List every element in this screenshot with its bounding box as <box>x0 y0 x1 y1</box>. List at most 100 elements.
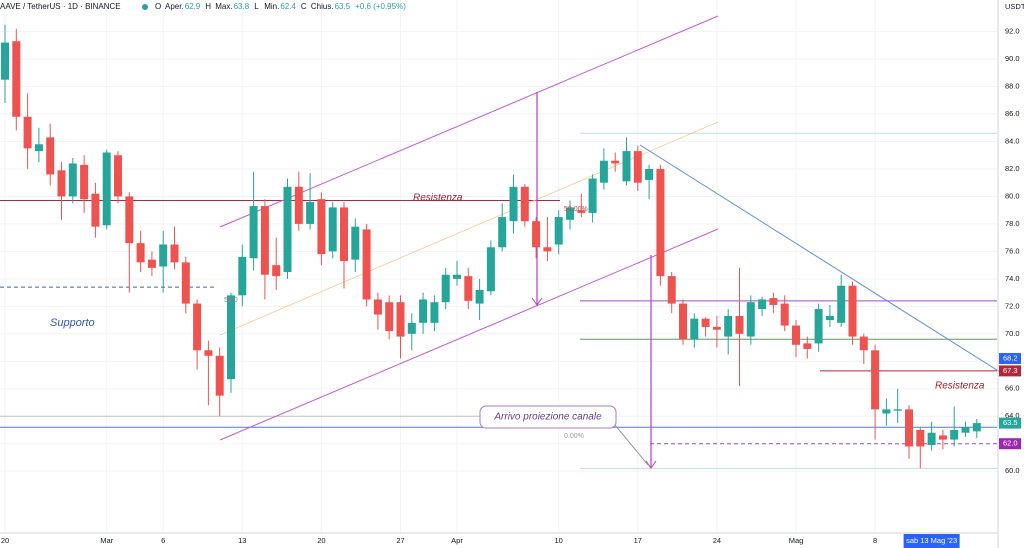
candle-body <box>746 302 755 337</box>
candle-body <box>294 186 303 224</box>
candle-body <box>656 168 665 277</box>
x-tick-label: 13 <box>238 536 246 545</box>
currency: USDT <box>1005 2 1024 11</box>
candle-body <box>204 350 213 356</box>
candle-body <box>599 160 608 183</box>
candle-body <box>340 207 348 262</box>
price-label-box <box>999 353 1021 365</box>
candle-body <box>373 299 382 315</box>
legend-key: L <box>254 2 259 11</box>
legend-label: Chius. <box>311 2 334 11</box>
candle-body <box>68 163 77 197</box>
candle-body <box>23 116 32 149</box>
x-tick-label: 27 <box>396 536 404 545</box>
candle-body <box>848 285 857 337</box>
candle-body <box>554 217 563 245</box>
legend-value: 62.9 <box>185 2 201 11</box>
candle-body <box>12 41 21 117</box>
candle-body <box>91 193 100 227</box>
candle-body <box>80 164 89 200</box>
annotation: Supporto <box>50 317 95 329</box>
y-tick-label: 70.0 <box>1005 329 1020 338</box>
candle-body <box>566 207 574 220</box>
candle-body <box>712 326 721 330</box>
candle-body <box>396 302 405 337</box>
candle-body <box>577 210 586 213</box>
channel-bottom <box>219 228 719 441</box>
candle-body <box>735 315 744 334</box>
y-tick-label: 86.0 <box>1005 109 1020 118</box>
candle-body <box>57 170 66 197</box>
arrow-head <box>531 297 543 306</box>
y-tick-label: 82.0 <box>1005 164 1020 173</box>
candle-body <box>972 423 981 432</box>
candle-body <box>938 435 947 440</box>
candle-body <box>328 207 337 252</box>
candle-body <box>814 309 823 344</box>
candle-body <box>825 315 834 321</box>
candle-body <box>272 265 281 277</box>
candle-body <box>622 151 631 182</box>
candle-body <box>803 343 812 349</box>
candle-body <box>701 318 710 327</box>
y-tick-label: 64.0 <box>1005 411 1020 420</box>
candle-body <box>690 318 699 340</box>
candle-body <box>916 429 925 447</box>
y-tick-label: 88.0 <box>1005 82 1020 91</box>
x-tick-label: Mag <box>789 536 804 545</box>
price-label-box <box>999 417 1021 429</box>
x-tick-label: 6 <box>161 536 165 545</box>
candle-body <box>475 289 484 304</box>
candle-body <box>724 315 733 337</box>
candle-body <box>871 350 880 410</box>
y-tick-label: 92.0 <box>1005 27 1020 36</box>
callout-pointer <box>614 424 649 466</box>
candle-body <box>882 409 891 414</box>
candle-body <box>588 178 597 213</box>
x-tick-label: 20 <box>317 536 325 545</box>
candle-body <box>769 298 778 305</box>
candle-body <box>961 427 970 433</box>
candle-body <box>837 285 846 323</box>
candle-body <box>893 409 902 411</box>
candle-body <box>34 144 43 152</box>
candle-body <box>407 322 416 334</box>
arrow-head <box>645 460 657 469</box>
price-label: 62.0 <box>1003 439 1018 448</box>
candle-body <box>317 199 326 255</box>
candle-body <box>283 186 292 272</box>
candle-body <box>441 274 450 303</box>
candle-body <box>859 336 868 351</box>
legend-value: 63.8 <box>234 2 250 11</box>
legend-key: C <box>301 2 307 11</box>
fib-label: 50.0 <box>224 297 238 304</box>
candle-body <box>780 303 789 326</box>
crosshair-label: sab 13 Mag '23 <box>906 536 957 545</box>
candle-body <box>792 325 800 345</box>
legend-change: +0.6 (+0.95%) <box>355 2 406 11</box>
candle-body <box>927 432 936 446</box>
candle-body <box>351 226 360 260</box>
candle-body <box>758 299 767 310</box>
x-tick-label: Apr <box>451 536 463 545</box>
fib-label: 0.00% <box>564 433 584 440</box>
candle-body <box>486 247 495 292</box>
candle-body <box>532 221 541 248</box>
candle-body <box>611 160 620 164</box>
legend-label: Max. <box>215 2 232 11</box>
callout-box <box>479 405 617 429</box>
annotation: Resistenza <box>935 381 985 392</box>
x-tick-label: Mar <box>100 536 113 545</box>
candle-body <box>260 206 269 275</box>
candle-body <box>46 137 55 175</box>
candle-body <box>125 196 134 244</box>
candle-body <box>645 168 654 180</box>
candle-body <box>170 244 179 263</box>
trend-line <box>639 144 1001 373</box>
candle-body <box>181 262 190 304</box>
candle-body <box>238 256 247 296</box>
x-tick-label: 24 <box>713 536 721 545</box>
candle-body <box>362 229 371 300</box>
